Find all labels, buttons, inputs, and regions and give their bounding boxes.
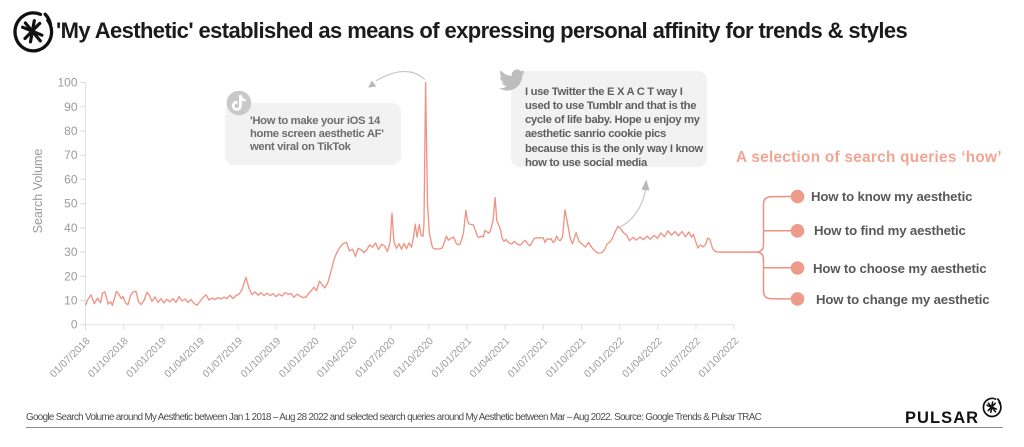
- svg-text:01/04/2022: 01/04/2022: [621, 336, 665, 380]
- svg-text:20: 20: [64, 269, 78, 283]
- svg-text:30: 30: [64, 245, 78, 259]
- svg-text:01/01/2021: 01/01/2021: [430, 336, 474, 380]
- svg-text:01/10/2020: 01/10/2020: [392, 336, 436, 380]
- svg-text:01/07/2018: 01/07/2018: [48, 336, 92, 380]
- svg-text:01/07/2020: 01/07/2020: [354, 336, 398, 380]
- svg-text:01/07/2022: 01/07/2022: [659, 336, 703, 380]
- svg-text:70: 70: [64, 148, 78, 162]
- svg-text:80: 80: [64, 124, 78, 138]
- svg-text:01/01/2019: 01/01/2019: [125, 336, 169, 380]
- svg-text:01/10/2019: 01/10/2019: [239, 336, 283, 380]
- svg-text:01/01/2020: 01/01/2020: [277, 336, 321, 380]
- svg-text:60: 60: [64, 172, 78, 186]
- svg-text:01/04/2021: 01/04/2021: [468, 336, 512, 380]
- svg-text:01/04/2019: 01/04/2019: [163, 336, 207, 380]
- svg-text:0: 0: [71, 318, 78, 332]
- svg-text:01/10/2022: 01/10/2022: [697, 336, 741, 380]
- svg-text:01/04/2020: 01/04/2020: [315, 336, 359, 380]
- svg-text:50: 50: [64, 197, 78, 211]
- svg-text:01/10/2021: 01/10/2021: [544, 336, 588, 380]
- svg-text:Search Volume: Search Volume: [31, 149, 45, 234]
- svg-text:01/07/2019: 01/07/2019: [201, 336, 245, 380]
- svg-text:90: 90: [64, 100, 78, 114]
- svg-text:01/07/2021: 01/07/2021: [506, 336, 550, 380]
- svg-text:100: 100: [57, 76, 77, 90]
- svg-text:10: 10: [64, 294, 78, 308]
- svg-text:40: 40: [64, 221, 78, 235]
- svg-text:01/01/2022: 01/01/2022: [582, 336, 626, 380]
- svg-text:01/10/2018: 01/10/2018: [86, 336, 130, 380]
